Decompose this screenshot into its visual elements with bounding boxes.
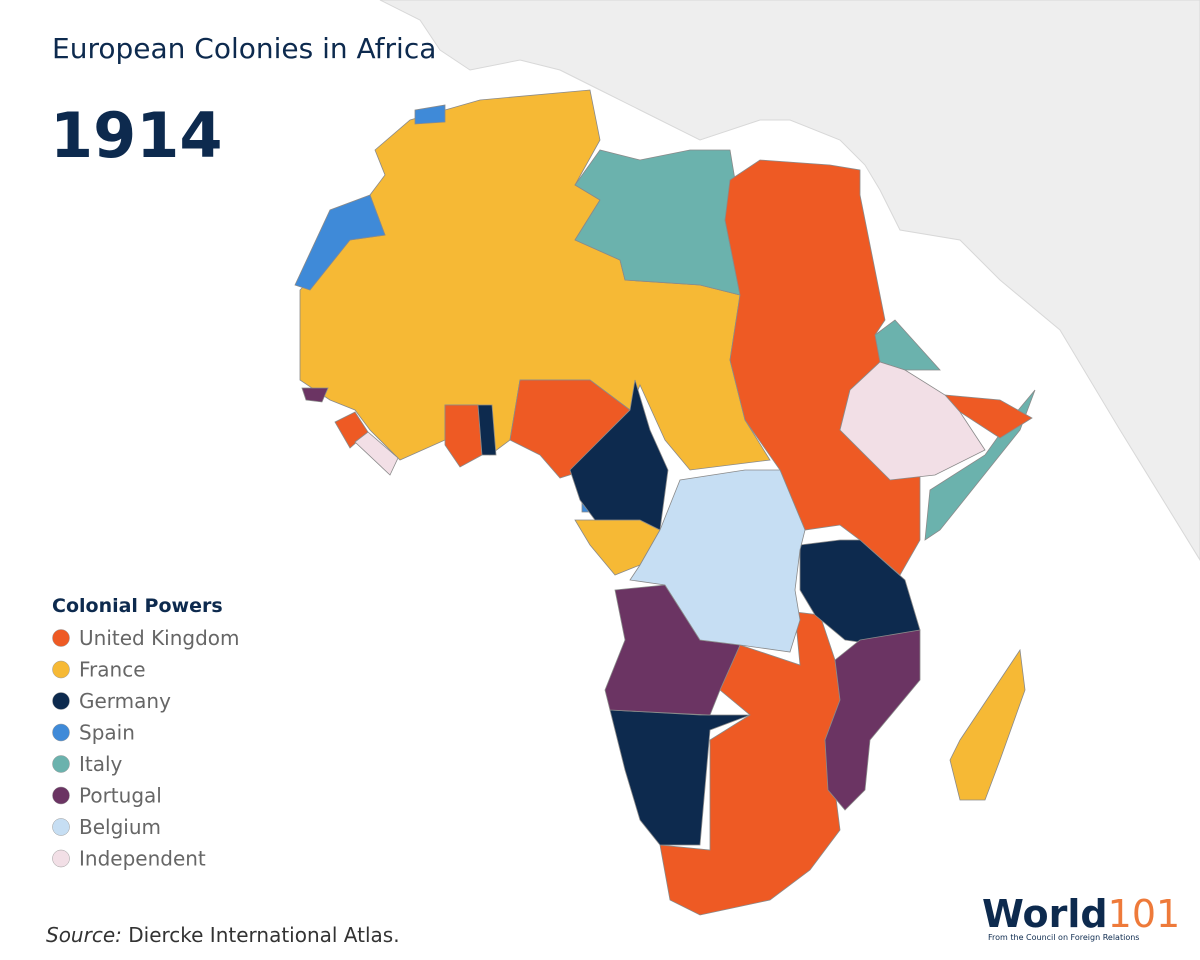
title: European Colonies in Africa: [52, 32, 436, 65]
legend-swatch: [52, 723, 70, 742]
legend-label: Portugal: [79, 784, 162, 808]
legend-label: Germany: [79, 689, 171, 713]
region: [354, 431, 399, 476]
region: [839, 361, 986, 481]
legend-swatch: [52, 849, 70, 868]
region: [609, 709, 751, 846]
legend-swatch: [52, 629, 70, 647]
logo-tagline: From the Council on Foreign Relations: [988, 933, 1139, 942]
logo-number: 101: [1108, 892, 1181, 936]
surrounding-land: [379, 0, 1200, 561]
legend-label: Spain: [79, 721, 135, 745]
legend-label: United Kingdom: [79, 626, 240, 650]
source: Source: Diercke International Atlas.: [46, 923, 400, 947]
region: [949, 648, 1026, 801]
region: [874, 319, 941, 371]
legend-label: Belgium: [79, 815, 161, 839]
legend-swatch: [52, 755, 70, 773]
source-prefix: Source:: [46, 923, 122, 947]
legend-title: Colonial Powers: [52, 595, 223, 617]
legend-swatch: [52, 786, 70, 805]
legend-swatch: [52, 818, 70, 836]
region: [569, 379, 669, 531]
region: [301, 387, 329, 403]
legend: United Kingdom France Germany Spain Italy Por…: [52, 626, 240, 871]
logo-word: World: [982, 892, 1108, 936]
region: [414, 104, 446, 125]
region: [824, 629, 921, 811]
colonies: [294, 89, 1036, 916]
region: [444, 404, 483, 468]
region: [477, 404, 497, 456]
region: [294, 194, 386, 291]
year: 1914: [50, 99, 223, 172]
legend-swatch: [52, 692, 70, 710]
legend-label: France: [79, 658, 146, 682]
source-text: Diercke International Atlas.: [128, 923, 399, 947]
legend-label: Italy: [79, 752, 123, 776]
legend-swatch: [52, 660, 70, 679]
logo: World101: [982, 892, 1180, 936]
region: [629, 469, 806, 653]
legend-label: Independent: [79, 847, 206, 871]
